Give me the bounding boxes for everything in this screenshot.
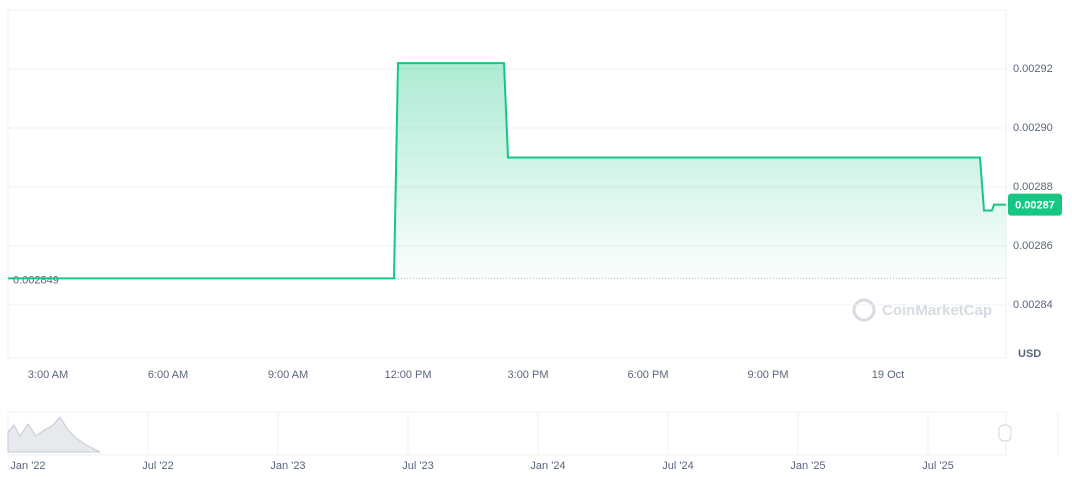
reference-label: 0.002849 — [13, 274, 59, 286]
navigator-tick-label: Jan '24 — [530, 460, 565, 472]
y-tick-label: 0.00286 — [1013, 240, 1053, 252]
x-tick-label: 9:00 AM — [268, 369, 308, 381]
y-tick-label: 0.00292 — [1013, 63, 1053, 75]
plot-frame — [7, 9, 1007, 359]
x-tick-label: 3:00 AM — [28, 369, 68, 381]
navigator-tick-label: Jan '23 — [270, 460, 305, 472]
y-tick-label: 0.00288 — [1013, 181, 1053, 193]
watermark: CoinMarketCap — [852, 298, 992, 322]
navigator-tick-label: Jul '22 — [142, 460, 173, 472]
price-line — [8, 62, 1006, 280]
watermark-text: CoinMarketCap — [882, 302, 992, 319]
watermark-logo — [852, 298, 876, 322]
navigator-tick-label: Jan '22 — [10, 460, 45, 472]
price-badge-label: 0.00287 — [1015, 200, 1055, 212]
x-tick-label: 6:00 AM — [148, 369, 188, 381]
navigator-frame — [7, 411, 1007, 456]
navigator-tick-label: Jul '23 — [402, 460, 433, 472]
price-badge — [1008, 193, 1062, 216]
y-tick-label: 0.00284 — [1013, 299, 1053, 311]
navigator-tick-label: Jul '24 — [662, 460, 693, 472]
line-area — [8, 63, 1006, 279]
currency-label: USD — [1018, 348, 1041, 360]
x-tick-label: 19 Oct — [872, 369, 904, 381]
x-tick-label: 3:00 PM — [508, 369, 549, 381]
y-tick-label: 0.00290 — [1013, 122, 1053, 134]
x-tick-label: 6:00 PM — [628, 369, 669, 381]
x-tick-label: 12:00 PM — [384, 369, 431, 381]
navigator-tick-label: Jan '25 — [790, 460, 825, 472]
navigator-tick-label: Jul '25 — [922, 460, 953, 472]
x-tick-label: 9:00 PM — [748, 369, 789, 381]
navigator-handle[interactable] — [998, 424, 1012, 442]
navigator-area — [7, 416, 101, 453]
